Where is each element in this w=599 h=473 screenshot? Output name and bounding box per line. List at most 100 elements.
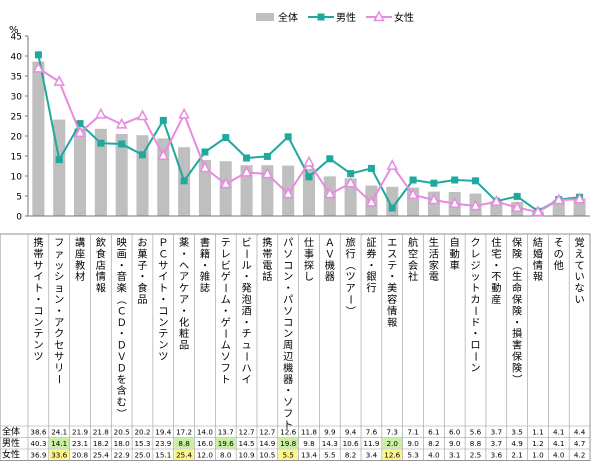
category-label-char: 会: [408, 259, 418, 272]
category-label-char: 携: [33, 236, 43, 249]
table-cell: 8.0: [220, 451, 232, 460]
table-cell: 9.9: [324, 428, 336, 437]
bars-group: [32, 61, 586, 216]
cell-highlight: [49, 449, 70, 460]
point-male-6: [159, 116, 167, 124]
category-label-char: 話: [262, 270, 272, 283]
legend-swatch-total: [256, 13, 274, 21]
category-label-char: 容: [387, 293, 397, 306]
point-female-13: [303, 155, 315, 167]
category-label-char: ョ: [54, 284, 64, 295]
category-label-char: 菓: [137, 248, 147, 260]
category-label-char: ッ: [470, 272, 480, 283]
category-label-char: ・: [470, 329, 480, 340]
category-label-char: ロ: [470, 341, 480, 352]
point-female-17: [386, 158, 399, 170]
category-label-char: 誌: [200, 282, 210, 295]
table-cell: 12.0: [197, 451, 213, 460]
category-label-char: い: [574, 295, 584, 306]
point-male-16: [367, 164, 375, 172]
point-male-5: [138, 151, 146, 159]
category-label-char: ソ: [283, 306, 293, 317]
category-label-char: 家: [429, 259, 439, 272]
table-cell: 10.9: [239, 451, 255, 460]
table-cell: 12.6: [384, 451, 400, 460]
table-cell: 7.6: [366, 428, 378, 437]
table-cell: 13.4: [301, 451, 317, 460]
category-label-char: イ: [33, 272, 43, 283]
legend-label-total: 全体: [278, 11, 298, 24]
table-cell: 8.2: [428, 439, 439, 448]
category-label-char: ・: [283, 284, 293, 295]
table-border: [0, 233, 591, 461]
category-label-char: ア: [179, 295, 189, 306]
y-tick-label: 15: [11, 153, 22, 163]
table-cell: 4.9: [511, 439, 523, 448]
table-cell: 4.7: [574, 439, 585, 448]
table-cell: 1.2: [532, 439, 543, 448]
category-label-char: チ: [241, 328, 251, 340]
cell-highlight: [174, 449, 194, 460]
category-label-char: 化: [179, 316, 189, 329]
category-label-char: 発: [241, 282, 251, 295]
table-cell: 9.4: [345, 428, 357, 437]
category-label-char: 険: [512, 362, 522, 374]
point-male-17: [388, 204, 396, 212]
point-female-9: [219, 177, 232, 189]
category-label-char: 社: [408, 270, 418, 283]
category-label-char: ン: [33, 318, 43, 329]
legend-label-female: 女性: [394, 11, 414, 24]
table-cell: 11.8: [301, 428, 317, 437]
category-label-char: Ｖ: [325, 249, 335, 260]
point-female-0: [32, 61, 45, 73]
category-label-char: ）: [511, 374, 523, 384]
category-label-char: 銀: [366, 270, 376, 283]
point-female-22: [490, 194, 503, 206]
table-cell: 22.9: [114, 451, 130, 460]
point-male-10: [243, 154, 251, 162]
category-label-char: ）: [115, 408, 127, 418]
category-label-char: エ: [387, 238, 397, 249]
category-label-char: 辺: [283, 351, 293, 363]
category-label-char: 生: [512, 270, 522, 283]
category-label-char: リ: [54, 363, 64, 374]
category-label-char: ・: [241, 272, 251, 283]
bar-9: [219, 161, 232, 216]
point-female-1: [53, 74, 65, 86]
lines-group: [32, 51, 586, 217]
category-label-char: ュ: [241, 341, 251, 352]
category-label-char: 飲: [96, 236, 106, 249]
row-header: 女性: [2, 449, 20, 461]
category-label-char: パ: [283, 294, 293, 306]
table-cell: 13.7: [218, 428, 234, 437]
point-female-10: [240, 165, 253, 177]
table-cell: 25.4: [93, 451, 109, 460]
category-label-char: 情: [387, 304, 397, 317]
category-label-char: 情: [533, 259, 543, 272]
category-label-char: 携: [262, 236, 272, 249]
category-label-char: 命: [512, 282, 522, 295]
category-label-char: 食: [96, 247, 106, 260]
category-label-char: ・: [387, 272, 397, 283]
table-cell: 40.3: [30, 439, 46, 448]
table-cell: 8.8: [178, 439, 190, 448]
table-cell: 15.1: [155, 451, 171, 460]
legend-label-male: 男性: [336, 11, 356, 24]
category-label-char: 券: [366, 247, 376, 260]
category-label-char: 他: [554, 259, 564, 272]
category-label-char: （: [344, 260, 356, 270]
category-label-char: ト: [283, 420, 293, 431]
category-label-char: 報: [96, 283, 106, 295]
category-label-char: 覚: [574, 236, 584, 249]
category-label-char: 帯: [33, 247, 43, 260]
table-cell: 5.5: [282, 451, 293, 460]
table-cell: 18.2: [93, 439, 109, 448]
category-label-char: ド: [470, 318, 480, 329]
y-tick-label: 40: [11, 53, 23, 63]
category-label-char: イ: [158, 272, 168, 283]
category-label-char: ケ: [179, 283, 189, 295]
table-cell: 12.6: [280, 428, 296, 437]
y-unit-label: %: [9, 25, 19, 36]
category-label-char: 機: [283, 361, 293, 374]
category-label-char: 空: [408, 247, 418, 260]
